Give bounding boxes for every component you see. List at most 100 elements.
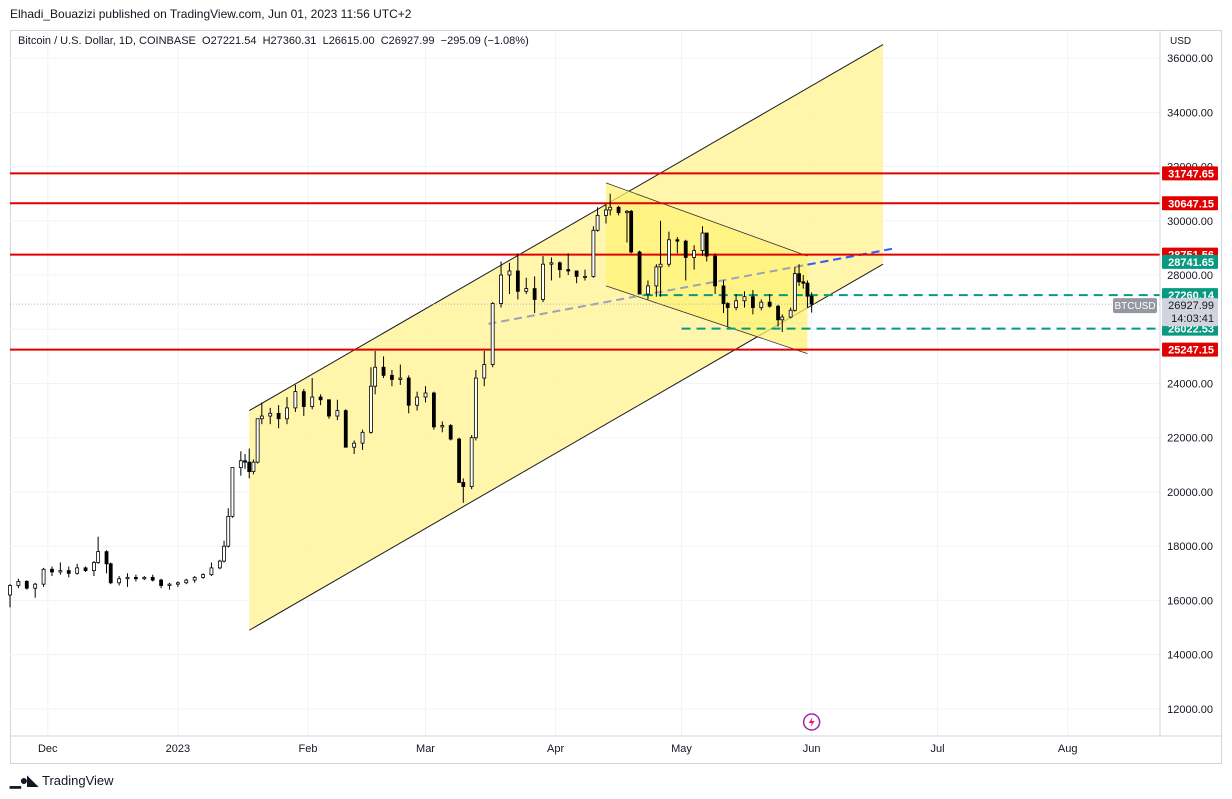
y-tick-label: 34000.00 [1167, 107, 1213, 119]
candle-body [415, 396, 420, 406]
candle-body [276, 412, 281, 420]
x-tick-label: Feb [299, 743, 318, 755]
currency-label: USD [1170, 36, 1191, 47]
candle-body [780, 316, 785, 321]
candle-body [683, 240, 688, 258]
candle-body [742, 296, 747, 302]
candle-body [713, 255, 718, 287]
candle-body [658, 263, 663, 268]
candle-body [549, 262, 554, 265]
legend-close-label: C [380, 35, 389, 47]
tradingview-brand[interactable]: ▁●◣ TradingView [10, 772, 114, 789]
y-tick-label: 18000.00 [1167, 541, 1213, 553]
y-tick-label: 20000.00 [1167, 487, 1213, 499]
tradingview-logo-icon: ▁●◣ [10, 772, 38, 788]
candle-body [616, 206, 621, 214]
candle-body [201, 574, 205, 578]
candles-layer [8, 193, 814, 608]
candle-body [268, 412, 273, 417]
candle-body [108, 563, 113, 584]
candle-body [432, 392, 436, 428]
candle-body [159, 579, 163, 586]
candle-body [801, 281, 806, 284]
level-lines-layer [10, 172, 1160, 351]
candle-body [805, 282, 810, 297]
candle-body [625, 210, 629, 214]
y-tick-label: 12000.00 [1167, 704, 1213, 716]
resistance-price-tag: 30647.15 [1168, 198, 1214, 210]
publisher-line: Elhadi_Bouazizi published on TradingView… [10, 7, 412, 21]
candle-body [58, 570, 63, 573]
chart-frame[interactable] [10, 30, 1222, 764]
legend-low: 26615.00 [328, 35, 375, 47]
ohlc-legend: Bitcoin / U.S. Dollar, 1D, COINBASE O272… [18, 35, 529, 47]
candle-body [117, 578, 122, 584]
candle-body [167, 583, 172, 586]
candle-body [238, 460, 243, 468]
candle-body [222, 545, 226, 562]
x-tick-label: Apr [547, 743, 564, 755]
flag-fill [605, 182, 808, 354]
legend-high: 27360.31 [270, 35, 317, 47]
legend-open-label: O [202, 35, 211, 47]
candle-body [457, 438, 461, 483]
candle-body [750, 296, 755, 308]
candle-body [259, 415, 264, 420]
candle-body [192, 576, 197, 581]
candle-body [142, 576, 147, 580]
symbol-tag-bg [1113, 298, 1157, 314]
candle-body [92, 562, 96, 571]
candle-body [423, 392, 428, 398]
midline-price-tag: 28741.65 [1168, 257, 1214, 269]
candle-body [352, 442, 357, 448]
candle-body [637, 251, 642, 295]
candle-body [721, 285, 726, 304]
candle-body [230, 467, 235, 517]
y-tick-label: 36000.00 [1167, 53, 1213, 65]
current-price-tag-bg [1162, 298, 1218, 327]
trend-line-dashed [488, 249, 884, 325]
legend-low-label: L [322, 35, 329, 47]
candle-body [390, 374, 394, 380]
candle-body [150, 576, 155, 581]
candle-body [507, 270, 512, 276]
candle-body [406, 377, 411, 406]
candle-body [16, 581, 21, 586]
candle-body [725, 303, 730, 308]
brand-label: TradingView [42, 773, 114, 788]
candle-body [809, 295, 814, 305]
candle-body [293, 391, 298, 409]
candle-body [440, 425, 445, 428]
candle-body [448, 425, 453, 440]
candle-body [482, 364, 487, 379]
y-tick-label: 16000.00 [1167, 595, 1213, 607]
legend-change: −295.09 (−1.08%) [440, 35, 529, 47]
projection-line-dashed [807, 247, 894, 266]
resistance-price-tag-bg [1162, 166, 1218, 181]
candle-body [243, 460, 247, 463]
candle-body [490, 303, 495, 365]
y-tick-label: 14000.00 [1167, 650, 1213, 662]
candle-body [595, 214, 600, 231]
candle-body [788, 309, 793, 318]
candle-body [125, 576, 130, 580]
candle-body [792, 273, 797, 311]
candle-body [247, 461, 252, 473]
candle-body [96, 551, 101, 563]
y-tick-label: 30000.00 [1167, 216, 1213, 228]
candle-body [381, 366, 386, 376]
candle-body [767, 301, 772, 307]
candle-body [583, 275, 587, 278]
candle-body [50, 568, 54, 573]
legend-symbol: Bitcoin / U.S. Dollar, 1D, COINBASE [18, 35, 196, 47]
candle-body [360, 431, 365, 444]
x-tick-label: Aug [1058, 743, 1078, 755]
y-tick-label: 24000.00 [1167, 379, 1213, 391]
candle-body [557, 262, 562, 271]
flag-lower-line [605, 285, 808, 355]
candle-body [209, 567, 214, 576]
candle-body [24, 581, 29, 589]
candle-body [759, 301, 764, 308]
price-axis-layer: 36000.0034000.0032000.0030000.0028000.00… [1159, 31, 1213, 736]
